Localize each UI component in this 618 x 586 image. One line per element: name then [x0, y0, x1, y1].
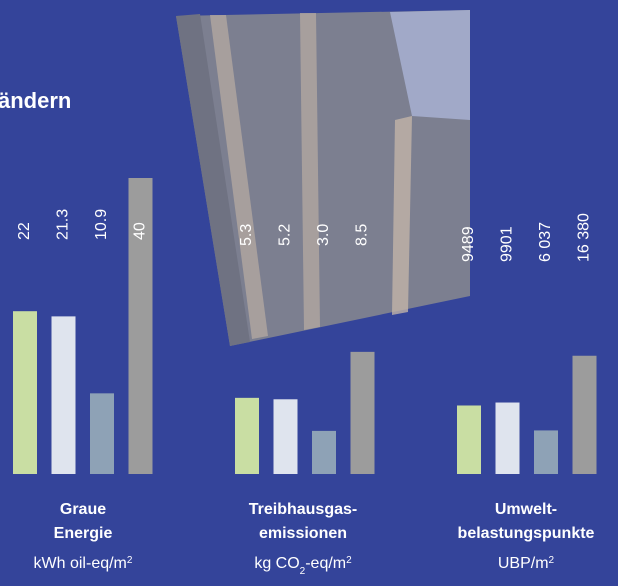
- value-label: 21.3: [55, 209, 72, 240]
- group-title: emissionen: [259, 525, 347, 542]
- unit-part: kWh oil-eq/m: [34, 555, 127, 572]
- value-label: 3.0: [315, 224, 332, 246]
- unit-part: 2: [300, 566, 306, 577]
- bar: [128, 178, 153, 474]
- group-title: Graue: [60, 501, 106, 518]
- unit-label: kg CO2-eq/m2: [254, 555, 352, 577]
- bar: [90, 393, 114, 474]
- bar: [572, 355, 597, 474]
- bar: [235, 397, 259, 474]
- group-title: Treibhausgas-: [249, 501, 357, 518]
- group-title: Umwelt-: [495, 501, 557, 518]
- group-title: Energie: [54, 525, 113, 542]
- bar: [495, 402, 520, 474]
- unit-part: kg CO: [254, 555, 299, 572]
- unit-part: 2: [127, 555, 133, 566]
- group-title: belastungspunkte: [458, 525, 595, 542]
- page-title: ändern: [0, 88, 71, 113]
- value-label: 10.9: [93, 209, 110, 240]
- unit-part: UBP/m: [498, 555, 549, 572]
- value-label: 40: [132, 222, 149, 240]
- bar: [350, 351, 375, 474]
- unit-label: kWh oil-eq/m2: [34, 555, 133, 573]
- value-label: 6 037: [537, 222, 554, 262]
- value-label: 5.2: [277, 224, 294, 246]
- bar: [312, 430, 336, 474]
- wall-image: [176, 10, 470, 346]
- value-label: 9489: [460, 226, 477, 262]
- unit-part: 2: [346, 555, 352, 566]
- value-label: 8.5: [354, 224, 371, 246]
- value-label: 9901: [499, 226, 516, 262]
- bar: [457, 405, 481, 474]
- value-label: 5.3: [238, 224, 255, 246]
- bar: [51, 316, 76, 474]
- value-label: 22: [16, 222, 33, 240]
- unit-label: UBP/m2: [498, 555, 555, 573]
- bar: [13, 311, 37, 474]
- value-label: 16 380: [576, 213, 593, 262]
- unit-part: -eq/m: [305, 555, 346, 572]
- unit-part: 2: [549, 555, 555, 566]
- bar: [534, 430, 558, 474]
- bar: [273, 399, 298, 474]
